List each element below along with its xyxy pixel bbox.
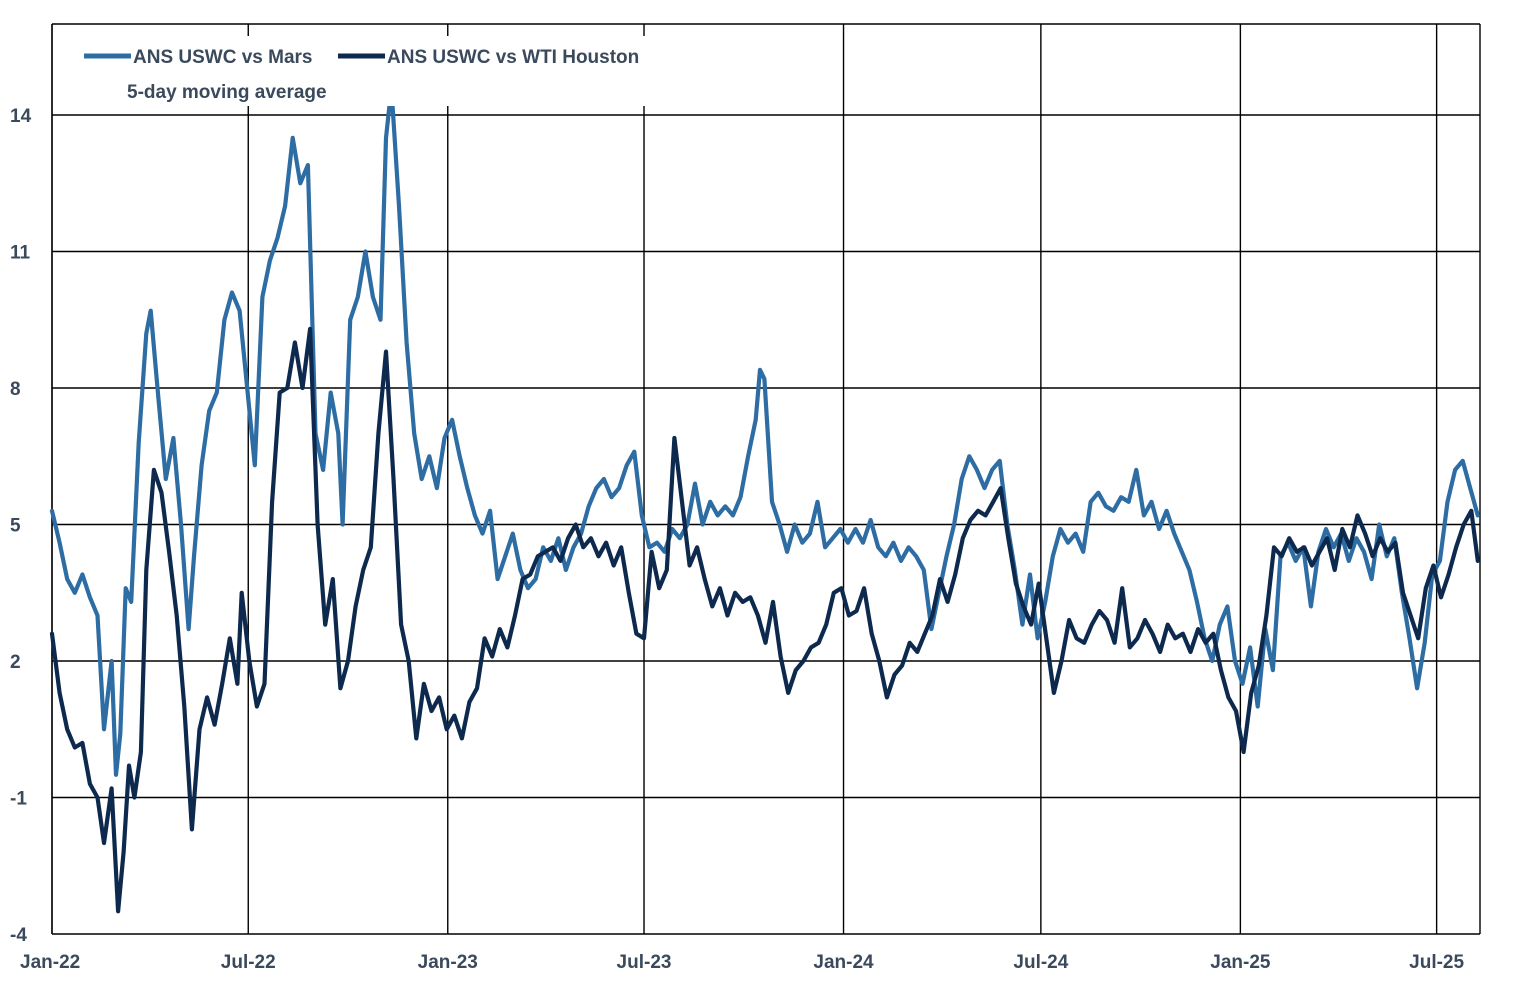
series-group: [49, 85, 1480, 914]
y-tick-label: 2: [10, 652, 21, 673]
y-tick-label: 5: [10, 516, 21, 537]
legend-label-mars: ANS USWC vs Mars: [133, 47, 313, 68]
x-tick-label: Jul-24: [1013, 952, 1068, 973]
x-tick-label: Jan-25: [1210, 952, 1271, 973]
x-tick-label: Jul-22: [221, 952, 276, 973]
y-tick-label: 14: [10, 106, 32, 127]
series-line-mars: [49, 85, 1480, 777]
y-tick-label: 8: [10, 379, 21, 400]
x-tick-label: Jan-24: [813, 952, 874, 973]
x-tick-label: Jan-22: [20, 952, 80, 973]
legend-background: [76, 36, 651, 106]
legend: ANS USWC vs Mars ANS USWC vs WTI Houston…: [76, 36, 651, 106]
y-tick-label: 11: [10, 243, 31, 264]
x-tick-label: Jan-23: [418, 952, 478, 973]
series-line-wti: [49, 326, 1480, 914]
y-tick-label: -4: [10, 925, 27, 946]
axes: -4 -1 2 5 8 11 14 Jan-22 Jul-22 Jan-23 Jul-23 Jan-2…: [10, 106, 1465, 973]
chart-subtitle: 5-day moving average: [127, 82, 327, 103]
x-tick-label: Jul-23: [617, 952, 672, 973]
legend-label-wti: ANS USWC vs WTI Houston: [387, 47, 639, 68]
x-tick-label: Jul-25: [1409, 952, 1464, 973]
grid: [51, 23, 1481, 935]
y-tick-label: -1: [10, 789, 27, 810]
